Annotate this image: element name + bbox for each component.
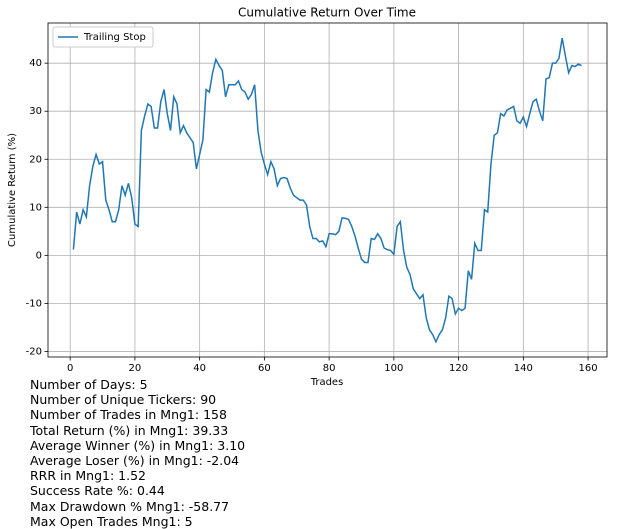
line-series <box>72 38 582 344</box>
y-tick-label: 40 <box>29 58 42 69</box>
legend-box <box>52 26 154 48</box>
summary-line: Number of Trades in Mng1: 158 <box>30 407 227 423</box>
plot-frame <box>47 22 608 358</box>
legend-label: Trailing Stop <box>83 32 146 43</box>
x-tick-label: 60 <box>258 363 271 374</box>
x-tick-label: 160 <box>579 363 598 374</box>
summary-line: Average Winner (%) in Mng1: 3.10 <box>30 437 246 453</box>
y-axis-label: Cumulative Return (%) <box>7 133 18 247</box>
x-tick-label: 100 <box>384 363 403 374</box>
x-tick-label: 40 <box>193 363 206 374</box>
x-tick-label: 20 <box>129 363 142 374</box>
y-tick-label: -20 <box>26 346 42 357</box>
summary: Number of Days: 5 Number of Unique Ticker… <box>30 377 245 529</box>
x-tick-label: 0 <box>67 363 73 374</box>
summary-line: Average Loser (%) in Mng1: -2.04 <box>30 453 240 469</box>
x-axis-label: Trades <box>310 377 344 388</box>
y-tick-label: 20 <box>29 154 42 165</box>
y-tick-label: 10 <box>29 202 42 213</box>
x-tick-label: 120 <box>449 363 468 374</box>
summary-line: Success Rate %: 0.44 <box>30 483 165 499</box>
chart: Cumulative Return Over Time Trades Cumul… <box>7 6 608 388</box>
summary-line: Number of Unique Tickers: 90 <box>30 392 217 408</box>
summary-line: Number of Days: 5 <box>30 377 148 392</box>
y-tick-label: -10 <box>26 298 42 309</box>
chart-title: Cumulative Return Over Time <box>238 6 416 20</box>
summary-line: Max Open Trades Mng1: 5 <box>30 513 193 529</box>
summary-line: RRR in Mng1: 1.52 <box>30 468 147 484</box>
summary-line: Total Return (%) in Mng1: 39.33 <box>30 422 229 438</box>
x-tick-label: 140 <box>514 363 533 374</box>
summary-line: Max Drawdown % Mng1: -58.77 <box>30 498 230 514</box>
x-tick-label: 80 <box>323 363 336 374</box>
y-tick-label: 0 <box>36 250 42 261</box>
y-tick-label: 30 <box>29 106 42 117</box>
